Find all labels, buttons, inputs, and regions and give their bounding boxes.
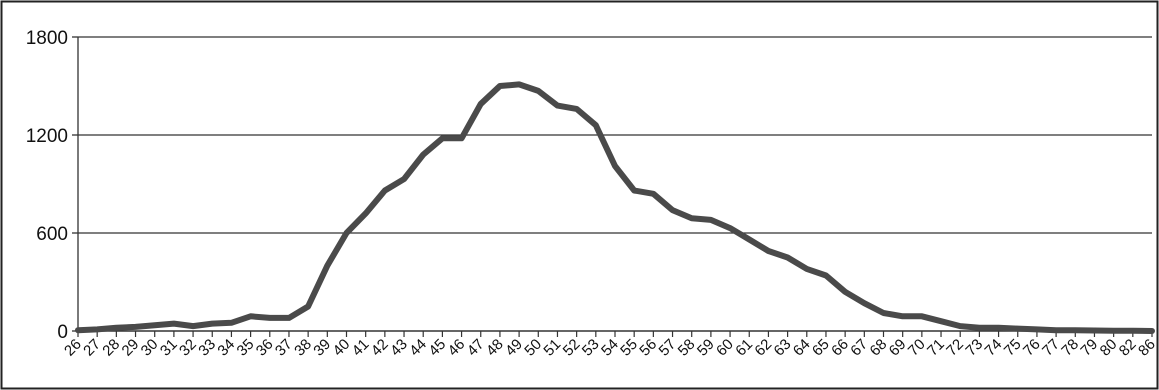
data-point	[76, 328, 80, 332]
data-point	[555, 104, 559, 108]
data-point	[191, 324, 195, 328]
y-tick-label: 1800	[26, 28, 68, 49]
gridlines	[78, 36, 1152, 234]
data-point	[671, 208, 675, 212]
data-point	[709, 218, 713, 222]
data-point	[306, 305, 310, 308]
data-point	[383, 189, 387, 193]
data-point	[95, 327, 99, 331]
data-point	[268, 316, 272, 320]
data-point	[229, 321, 233, 325]
y-tick-label: 1200	[26, 126, 68, 147]
data-point	[632, 189, 636, 193]
data-point	[517, 82, 521, 86]
data-point	[575, 107, 579, 111]
data-point	[882, 311, 885, 315]
data-point	[920, 314, 924, 318]
data-point	[345, 231, 348, 235]
plot-area	[75, 81, 1155, 334]
data-point	[1131, 329, 1135, 333]
data-point	[997, 326, 1001, 330]
data-point	[901, 314, 905, 318]
data-point	[325, 264, 329, 268]
data-point	[287, 316, 291, 320]
data-point	[651, 192, 655, 196]
data-point	[114, 326, 118, 330]
data-point	[498, 84, 502, 88]
data-point	[824, 273, 828, 277]
data-point	[1092, 329, 1096, 333]
data-point	[1054, 328, 1058, 332]
data-point	[421, 153, 425, 157]
data-point	[172, 322, 176, 326]
data-point	[460, 136, 464, 140]
data-point	[1150, 329, 1154, 333]
data-point	[153, 323, 157, 327]
data-point	[690, 216, 694, 220]
data-point	[958, 324, 962, 328]
y-tick-label: 600	[36, 224, 68, 245]
data-point	[594, 123, 598, 127]
data-point	[939, 319, 943, 323]
data-point	[402, 177, 406, 181]
y-tick-label: 0	[57, 322, 68, 343]
data-point	[1073, 328, 1077, 332]
data-point	[134, 325, 138, 329]
data-point	[747, 238, 751, 242]
data-point	[862, 301, 866, 305]
data-point	[210, 322, 214, 326]
data-point	[728, 226, 732, 230]
data-point	[440, 136, 444, 140]
data-point	[786, 256, 790, 259]
data-point	[249, 314, 253, 318]
data-point	[1035, 327, 1039, 331]
data-point	[1016, 327, 1020, 331]
data-point	[1112, 329, 1116, 333]
data-point	[805, 267, 809, 271]
data-point	[479, 102, 483, 106]
data-point	[613, 164, 617, 168]
data-point	[766, 249, 770, 253]
data-point	[536, 89, 540, 93]
data-point	[364, 211, 368, 215]
data-point	[977, 326, 981, 330]
data-point	[843, 290, 847, 294]
y-axis: 0 600 1200 1800	[26, 28, 79, 343]
